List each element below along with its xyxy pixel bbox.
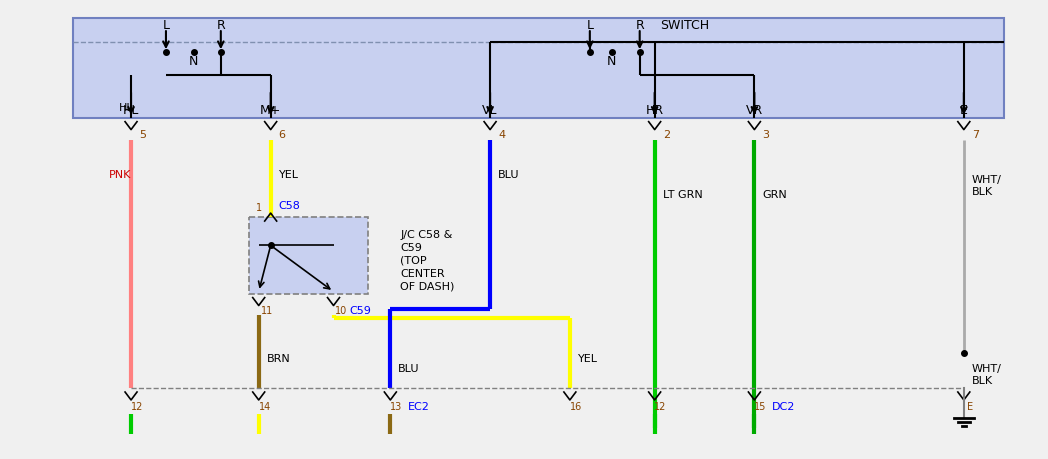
Text: 11: 11 xyxy=(261,305,272,315)
Text: 3: 3 xyxy=(762,129,769,139)
Text: 10: 10 xyxy=(335,305,348,315)
Text: 6: 6 xyxy=(279,129,286,139)
Bar xyxy=(248,218,369,294)
Text: 12: 12 xyxy=(654,401,667,411)
Text: 14: 14 xyxy=(259,401,270,411)
Text: R: R xyxy=(635,19,645,32)
Text: E: E xyxy=(960,104,967,117)
Text: 16: 16 xyxy=(570,401,582,411)
Text: HL: HL xyxy=(123,104,139,117)
Text: SWITCH: SWITCH xyxy=(659,19,708,32)
Text: M+: M+ xyxy=(260,104,281,117)
Text: HR: HR xyxy=(646,104,663,117)
Text: YEL: YEL xyxy=(577,353,597,364)
Text: 7: 7 xyxy=(971,129,979,139)
Text: C59: C59 xyxy=(400,242,422,252)
Text: VL: VL xyxy=(482,104,498,117)
Text: L: L xyxy=(586,19,593,32)
Text: C58: C58 xyxy=(279,201,301,211)
Text: BLK: BLK xyxy=(971,375,992,385)
Text: 1: 1 xyxy=(256,203,262,213)
Text: 13: 13 xyxy=(390,401,402,411)
Text: BLK: BLK xyxy=(971,187,992,197)
Text: (TOP: (TOP xyxy=(400,255,427,265)
Text: GRN: GRN xyxy=(762,190,787,200)
Text: 12: 12 xyxy=(131,401,144,411)
Text: PNK: PNK xyxy=(109,170,131,180)
Text: VR: VR xyxy=(746,104,763,117)
Text: BLU: BLU xyxy=(498,170,520,180)
Text: HL: HL xyxy=(118,102,133,112)
Text: WHT/: WHT/ xyxy=(971,175,1002,185)
Text: 2: 2 xyxy=(662,129,670,139)
Text: 4: 4 xyxy=(498,129,505,139)
Text: R: R xyxy=(217,19,225,32)
Text: BLU: BLU xyxy=(398,364,420,373)
Text: EC2: EC2 xyxy=(409,401,430,411)
Text: C59: C59 xyxy=(349,305,371,315)
Text: J/C C58 &: J/C C58 & xyxy=(400,230,453,240)
Text: N: N xyxy=(607,55,616,67)
Text: 15: 15 xyxy=(755,401,766,411)
Text: DC2: DC2 xyxy=(772,401,795,411)
Text: BRN: BRN xyxy=(266,353,290,364)
Text: LT GRN: LT GRN xyxy=(662,190,702,200)
Text: N: N xyxy=(190,55,198,67)
Bar xyxy=(73,19,1004,118)
Text: WHT/: WHT/ xyxy=(971,364,1002,373)
Text: CENTER: CENTER xyxy=(400,268,445,278)
Text: OF DASH): OF DASH) xyxy=(400,281,455,291)
Text: 5: 5 xyxy=(139,129,146,139)
Text: L: L xyxy=(162,19,170,32)
Text: E: E xyxy=(966,401,973,411)
Text: YEL: YEL xyxy=(279,170,299,180)
